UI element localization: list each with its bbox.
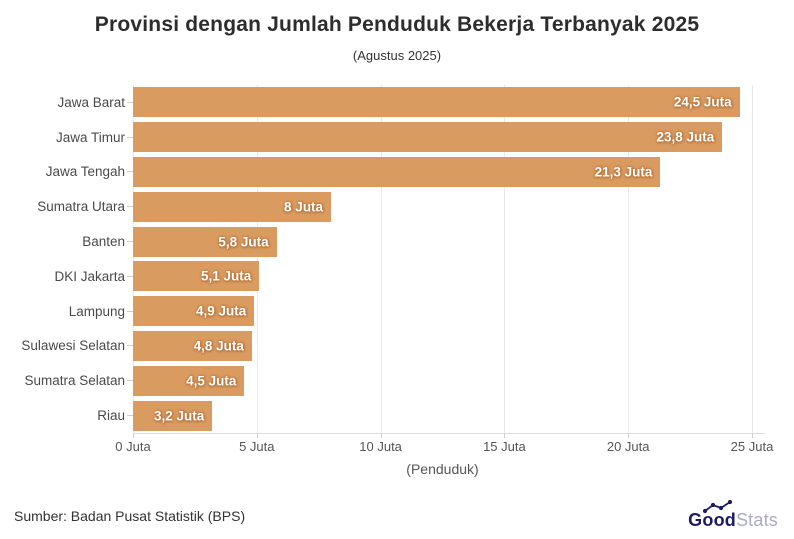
bar-value-label: 5,8 Juta	[218, 234, 269, 250]
bar: 24,5 Juta	[133, 87, 740, 118]
bar-track: 4,8 Juta	[133, 330, 752, 361]
x-tick-mark	[752, 434, 753, 438]
goodstats-logo: Good Stats	[688, 499, 778, 531]
bar-row: Jawa Barat 24,5 Juta	[0, 85, 794, 120]
x-tick-mark	[628, 434, 630, 438]
x-tick-label: 0 Juta	[115, 439, 151, 454]
category-label: Banten	[82, 234, 125, 250]
category-label: Sumatra Utara	[37, 199, 125, 215]
source-credit: Sumber: Badan Pusat Statistik (BPS)	[14, 508, 246, 524]
y-tick-mark	[127, 136, 133, 138]
y-tick-mark	[127, 206, 133, 208]
x-tick-mark	[256, 434, 258, 438]
gridline	[133, 85, 134, 433]
gridline	[256, 85, 258, 433]
bar-value-label: 3,2 Juta	[153, 408, 205, 424]
gridline	[380, 85, 382, 433]
gridline	[628, 85, 630, 433]
bar-track: 5,8 Juta	[133, 226, 752, 257]
bar-chart: Jawa Barat 24,5 Juta Jawa Timur 23,8 Juta Ja…	[0, 85, 794, 433]
bar-value-label: 21,3 Juta	[594, 164, 653, 180]
bar-row: Jawa Timur 23,8 Juta	[0, 120, 794, 155]
bar: 4,9 Juta	[133, 296, 255, 327]
logo-text-good: Good	[688, 509, 736, 530]
bar: 8 Juta	[133, 191, 332, 222]
bar-track: 3,2 Juta	[133, 400, 752, 431]
x-tick-label: 15 Juta	[483, 439, 526, 454]
bar-value-label: 5,1 Juta	[200, 268, 252, 284]
bar-value-label: 23,8 Juta	[656, 129, 715, 145]
x-tick-label: 25 Juta	[730, 439, 774, 454]
gridline-layer	[133, 85, 753, 433]
x-tick-label: 10 Juta	[359, 439, 402, 454]
category-label: Jawa Barat	[57, 94, 125, 110]
bar: 4,5 Juta	[133, 365, 245, 396]
bar: 5,8 Juta	[133, 226, 277, 257]
bar-value-label: 8 Juta	[284, 199, 324, 215]
bar-track: 21,3 Juta	[133, 156, 752, 187]
bar-value-label: 24,5 Juta	[673, 94, 732, 110]
category-label: Riau	[97, 408, 125, 424]
x-tick-mark	[133, 434, 134, 438]
bar-track: 4,9 Juta	[133, 296, 752, 327]
bar-row: Sulawesi Selatan 4,8 Juta	[0, 329, 794, 364]
bar-row: Jawa Tengah 21,3 Juta	[0, 155, 794, 190]
category-label: Lampung	[68, 303, 125, 319]
y-tick-mark	[127, 171, 133, 173]
y-tick-mark	[127, 101, 133, 103]
x-axis-title: (Penduduk)	[406, 461, 479, 477]
gridline	[752, 85, 753, 433]
y-tick-mark	[127, 380, 133, 382]
chart-title: Provinsi dengan Jumlah Penduduk Bekerja …	[94, 13, 700, 36]
bar: 5,1 Juta	[133, 261, 260, 292]
category-label: DKI Jakarta	[54, 268, 125, 284]
bar: 21,3 Juta	[133, 156, 661, 187]
y-tick-mark	[127, 275, 133, 277]
category-label: Sumatra Selatan	[24, 373, 125, 389]
category-label: Jawa Tengah	[45, 164, 125, 180]
x-tick-label: 5 Juta	[239, 439, 275, 454]
bar-track: 5,1 Juta	[133, 261, 752, 292]
footer: Sumber: Badan Pusat Statistik (BPS) Good…	[14, 498, 778, 534]
y-tick-mark	[127, 310, 133, 312]
bar-track: 24,5 Juta	[133, 87, 752, 118]
trend-line-icon	[703, 499, 733, 513]
bar-rows: Jawa Barat 24,5 Juta Jawa Timur 23,8 Juta Ja…	[0, 85, 794, 433]
bar-value-label: 4,5 Juta	[186, 373, 237, 389]
x-tick-mark	[380, 434, 382, 438]
bar-track: 8 Juta	[133, 191, 752, 222]
category-label: Jawa Timur	[55, 129, 125, 145]
bar-row: Banten 5,8 Juta	[0, 224, 794, 259]
logo-text-stats: Stats	[735, 509, 778, 530]
x-axis: 0 Juta 5 Juta 10 Juta 15 Juta 20 Juta 25 Juta	[115, 434, 773, 460]
bar: 3,2 Juta	[133, 400, 213, 431]
bar-row: DKI Jakarta 5,1 Juta	[0, 259, 794, 294]
bar-row: Riau 3,2 Juta	[0, 398, 794, 433]
bar-row: Sumatra Utara 8 Juta	[0, 189, 794, 224]
y-tick-mark	[127, 241, 133, 243]
category-label: Sulawesi Selatan	[21, 338, 125, 354]
bar-track: 23,8 Juta	[133, 122, 752, 153]
x-tick-mark	[504, 434, 506, 438]
bar: 23,8 Juta	[133, 122, 723, 153]
bar: 4,8 Juta	[133, 330, 252, 361]
y-tick-mark	[127, 345, 133, 347]
bar-row: Lampung 4,9 Juta	[0, 294, 794, 329]
bar-track: 4,5 Juta	[133, 365, 752, 396]
bar-value-label: 4,9 Juta	[196, 303, 247, 319]
bar-row: Sumatra Selatan 4,5 Juta	[0, 363, 794, 398]
chart-subtitle: (Agustus 2025)	[352, 48, 442, 63]
gridline	[504, 85, 506, 433]
y-tick-mark	[127, 415, 133, 417]
x-tick-label: 20 Juta	[606, 439, 650, 454]
x-axis-line	[133, 433, 765, 434]
bar-value-label: 4,8 Juta	[193, 338, 244, 354]
